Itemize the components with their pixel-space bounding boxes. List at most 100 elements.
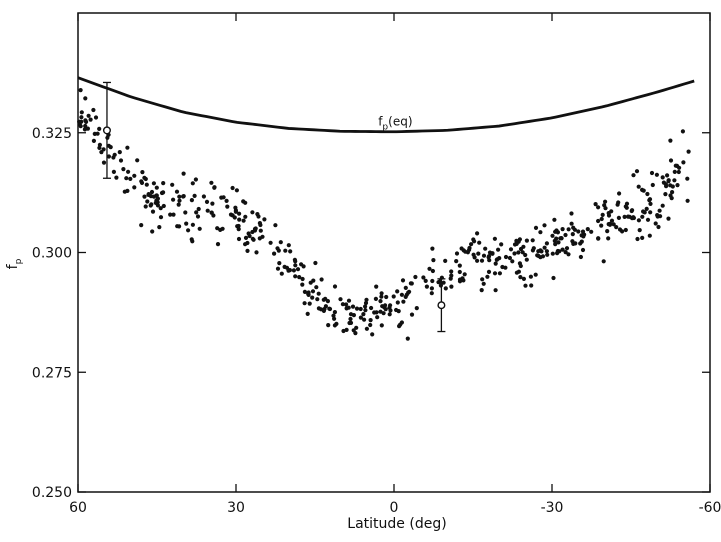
data-point [559, 236, 564, 241]
data-point [552, 238, 557, 243]
data-point [387, 305, 392, 310]
data-point [424, 284, 429, 289]
data-point [224, 198, 229, 203]
data-point [481, 253, 487, 258]
data-point [609, 209, 614, 214]
reference-curve-layer [77, 76, 695, 134]
data-point [282, 264, 287, 269]
data-point [409, 312, 415, 317]
data-point [486, 269, 492, 274]
data-point [348, 316, 353, 322]
data-point [144, 182, 149, 187]
data-point [479, 288, 484, 293]
data-point [111, 169, 116, 174]
data-point [350, 304, 356, 309]
data-point [189, 198, 194, 203]
data-point [479, 258, 485, 263]
data-point [307, 301, 312, 306]
data-point [378, 309, 383, 314]
data-point [556, 240, 561, 245]
data-point [297, 275, 302, 280]
data-point [459, 246, 464, 251]
data-point [617, 191, 622, 196]
data-point [436, 280, 441, 285]
data-point [560, 227, 565, 232]
data-point [114, 175, 119, 180]
data-point [142, 194, 147, 199]
data-point [414, 306, 419, 311]
data-point [257, 236, 262, 241]
data-point [551, 275, 556, 281]
data-point [405, 336, 410, 341]
data-point [640, 214, 645, 219]
data-point [529, 283, 534, 288]
data-point [566, 227, 571, 232]
data-point [323, 304, 328, 309]
data-point [146, 192, 151, 197]
data-point [372, 310, 377, 315]
data-point [544, 249, 550, 254]
data-point [569, 221, 574, 226]
data-point [287, 268, 292, 273]
data-point [413, 274, 418, 280]
data-point [310, 289, 316, 294]
data-point [538, 230, 543, 235]
data-point [121, 167, 126, 172]
data-point [361, 312, 366, 317]
data-point [161, 203, 166, 209]
data-point [493, 288, 498, 293]
y-tick-label: 0.325 [32, 126, 72, 142]
data-point [128, 176, 133, 181]
data-point [553, 229, 558, 234]
y-tick-label: 0.250 [32, 485, 72, 501]
data-point [78, 88, 83, 93]
data-point [596, 236, 601, 241]
data-point [364, 297, 369, 302]
data-point [379, 294, 384, 299]
data-point [423, 278, 428, 283]
data-point [544, 241, 550, 246]
data-point [126, 169, 131, 174]
data-point [232, 215, 237, 220]
data-point [634, 169, 640, 174]
data-point [209, 180, 214, 185]
data-point [469, 242, 474, 247]
curve-label-sub: p [382, 123, 388, 133]
data-point [161, 190, 166, 195]
data-point [644, 206, 649, 211]
data-point [421, 275, 426, 280]
data-point [523, 252, 528, 258]
data-point [669, 196, 674, 201]
data-point [680, 129, 686, 134]
data-point [279, 271, 284, 276]
data-point [399, 292, 404, 297]
data-point [174, 189, 180, 194]
data-point [623, 204, 628, 209]
data-point [177, 198, 182, 203]
data-point [641, 209, 646, 214]
data-point [676, 169, 681, 175]
data-point [580, 247, 586, 253]
data-point [316, 306, 321, 311]
data-point [378, 299, 383, 304]
data-point [192, 193, 197, 198]
data-point [516, 250, 521, 255]
data-point [391, 294, 396, 299]
mean-marker [437, 301, 446, 310]
data-point [250, 236, 255, 241]
data-point [517, 261, 523, 266]
data-point [668, 158, 674, 163]
x-tick-label: -60 [699, 500, 721, 516]
data-point [462, 272, 467, 277]
data-point [300, 282, 305, 287]
data-point [672, 169, 677, 174]
data-point [545, 252, 550, 257]
data-point [150, 229, 155, 234]
data-point [670, 190, 675, 195]
data-point [481, 281, 486, 286]
data-point [499, 242, 504, 247]
data-point [183, 210, 188, 215]
data-point [124, 176, 129, 181]
data-point [480, 277, 485, 282]
data-point [243, 242, 248, 247]
